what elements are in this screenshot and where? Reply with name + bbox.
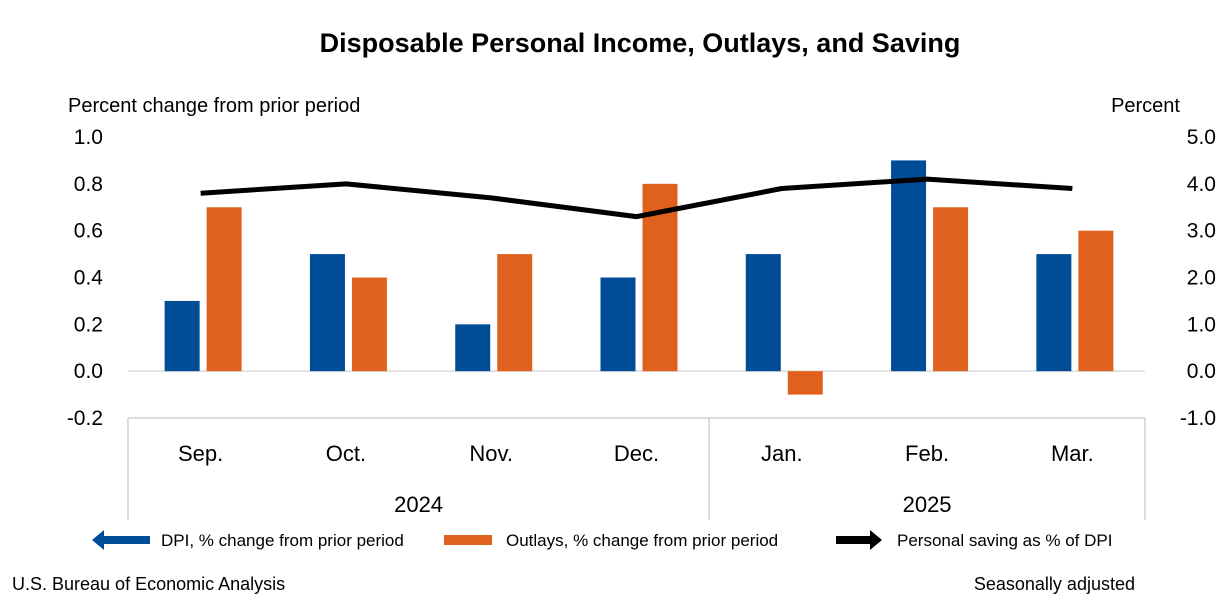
legend-label-outlays: Outlays, % change from prior period [506,531,778,550]
category-label: Nov. [469,441,513,466]
right-tick-label: 4.0 [1187,173,1216,196]
bar-dpi [164,300,200,372]
legend-item-dpi: DPI, % change from prior period [92,530,404,550]
left-tick-label: -0.2 [67,407,103,430]
right-tick-label: 3.0 [1187,220,1216,243]
right-tick-label: 0.0 [1187,360,1216,383]
year-labels: 2024 2025 [394,492,951,517]
bar-outlays [497,254,533,372]
legend-item-saving: Personal saving as % of DPI [836,530,1112,550]
left-tick-label: 0.2 [74,313,103,336]
bar-dpi [1036,254,1072,372]
right-tick-labels: 5.0 4.0 3.0 2.0 1.0 0.0 -1.0 [1180,126,1216,430]
left-axis-title: Percent change from prior period [68,95,360,117]
category-label: Dec. [614,441,659,466]
left-tick-label: 1.0 [74,126,103,149]
right-tick-label: 2.0 [1187,267,1216,290]
category-label: Oct. [326,441,366,466]
legend-label-dpi: DPI, % change from prior period [161,531,404,550]
legend-swatch-outlays [444,535,492,545]
footer-source: U.S. Bureau of Economic Analysis [12,574,285,594]
right-tick-label: 1.0 [1187,313,1216,336]
legend-item-outlays: Outlays, % change from prior period [444,531,778,550]
bar-dpi [455,324,491,372]
category-label: Feb. [905,441,949,466]
bar-dpi [891,160,927,372]
footer-note: Seasonally adjusted [974,574,1135,594]
saving-line [200,176,1073,220]
category-label: Mar. [1051,441,1094,466]
category-label: Sep. [178,441,223,466]
left-tick-labels: 1.0 0.8 0.6 0.4 0.2 0.0 -0.2 [67,126,103,430]
right-axis-title: Percent [1111,95,1180,117]
year-label: 2024 [394,492,443,517]
bar-dpi [745,254,781,372]
axis-lines [127,417,1146,520]
legend-swatch-dpi [92,530,150,550]
legend: DPI, % change from prior period Outlays,… [92,530,1112,550]
bars [164,160,1114,395]
bar-dpi [600,277,636,372]
bar-dpi [309,254,345,372]
chart-title: Disposable Personal Income, Outlays, and… [320,28,961,58]
left-tick-label: 0.0 [74,360,103,383]
right-tick-label: 5.0 [1187,126,1216,149]
left-tick-label: 0.8 [74,173,103,196]
bar-outlays [1078,230,1114,372]
left-tick-label: 0.6 [74,220,103,243]
category-labels: Sep. Oct. Nov. Dec. Jan. Feb. Mar. [178,441,1094,466]
bar-outlays [787,371,823,395]
bar-outlays [351,277,387,372]
right-tick-label: -1.0 [1180,407,1216,430]
saving-line-group [200,176,1073,220]
year-label: 2025 [903,492,952,517]
category-label: Jan. [761,441,803,466]
left-tick-label: 0.4 [74,267,104,290]
legend-label-saving: Personal saving as % of DPI [897,531,1112,550]
legend-swatch-saving [836,530,882,550]
bar-outlays [933,207,969,372]
bar-outlays [206,207,242,372]
